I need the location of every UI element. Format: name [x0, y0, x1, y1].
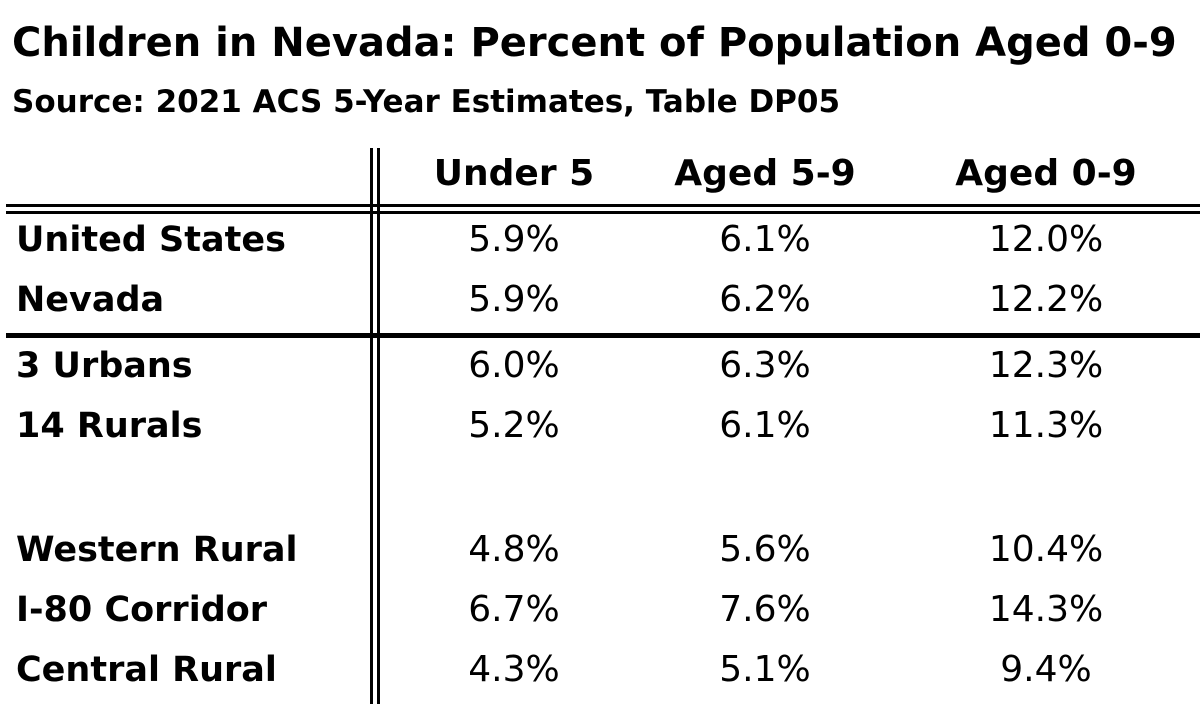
group-divider	[6, 333, 1200, 338]
chart-title: Children in Nevada: Percent of Populatio…	[12, 20, 1177, 66]
table-cell: 5.9%	[468, 219, 560, 260]
column-header-under-5: Under 5	[433, 153, 595, 194]
row-label-western-rural: Western Rural	[16, 530, 298, 570]
row-label-united-states: United States	[16, 220, 286, 260]
row-label-3-urbans: 3 Urbans	[16, 346, 193, 386]
table-cell: 7.6%	[719, 589, 811, 630]
table-cell: 4.8%	[468, 529, 560, 570]
table-cell: 6.1%	[719, 405, 811, 446]
table-cell: 14.3%	[988, 589, 1104, 630]
table-cell: 4.3%	[468, 649, 560, 690]
table-cell: 9.4%	[1000, 649, 1092, 690]
column-header-aged-0-9: Aged 0-9	[955, 153, 1137, 194]
table-cell: 5.2%	[468, 405, 560, 446]
table-cell: 12.0%	[988, 219, 1104, 260]
row-label-i-80-corridor: I-80 Corridor	[16, 590, 268, 630]
vertical-divider-right	[377, 148, 380, 704]
table-cell: 12.3%	[988, 345, 1104, 386]
table-cell: 6.1%	[719, 219, 811, 260]
row-label-nevada: Nevada	[16, 280, 165, 320]
table-cell: 10.4%	[988, 529, 1104, 570]
table-cell: 6.2%	[719, 279, 811, 320]
header-divider-top	[6, 204, 1200, 207]
table-cell: 6.0%	[468, 345, 560, 386]
chart-subtitle: Source: 2021 ACS 5-Year Estimates, Table…	[12, 84, 841, 120]
table-cell: 11.3%	[988, 405, 1104, 446]
row-label-14-rurals: 14 Rurals	[16, 406, 203, 446]
header-divider-bottom	[6, 211, 1200, 214]
table-cell: 5.1%	[719, 649, 811, 690]
row-label-central-rural: Central Rural	[16, 650, 277, 690]
table-cell: 6.7%	[468, 589, 560, 630]
table-cell: 5.9%	[468, 279, 560, 320]
table-cell: 5.6%	[719, 529, 811, 570]
column-header-aged-5-9: Aged 5-9	[674, 153, 856, 194]
vertical-divider-left	[370, 148, 373, 704]
table-cell: 6.3%	[719, 345, 811, 386]
table-cell: 12.2%	[988, 279, 1104, 320]
